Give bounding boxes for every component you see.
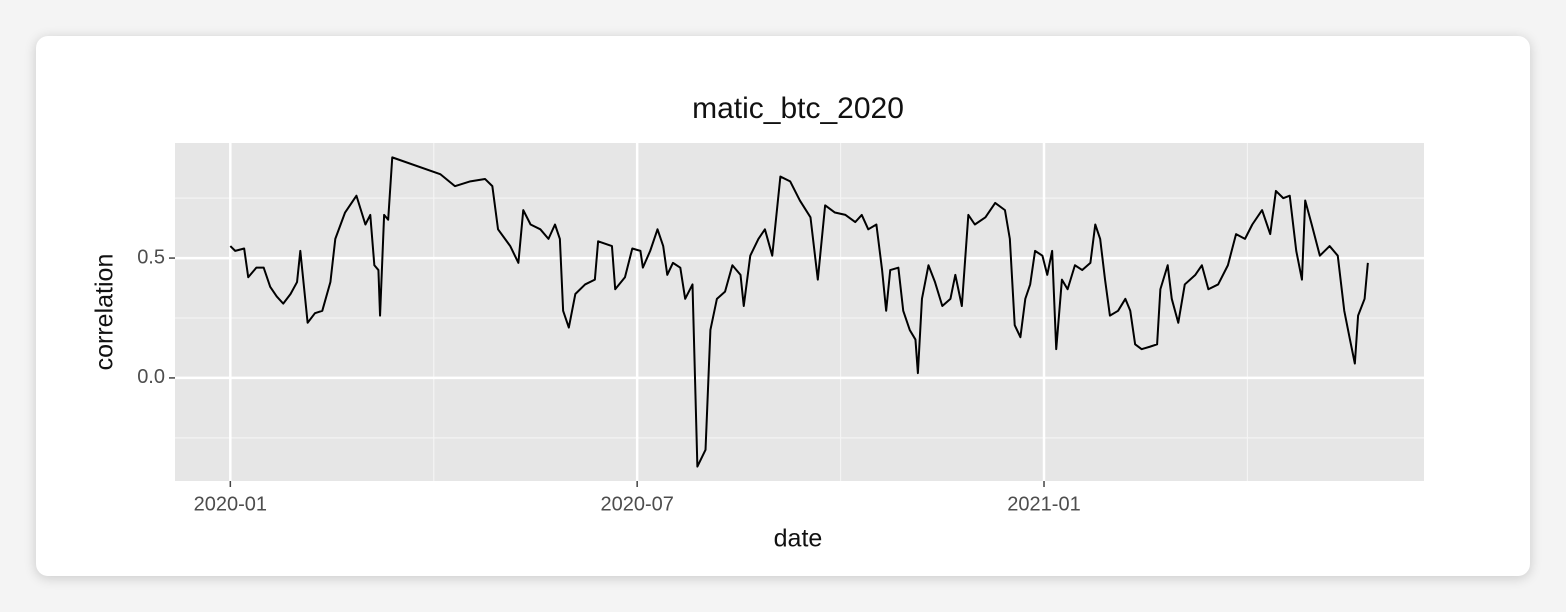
y-tick-label: 0.5 [137,246,165,268]
y-axis-label: correlation [91,254,119,371]
x-tick-label: 2020-01 [194,493,267,515]
chart-title: matic_btc_2020 [692,92,904,125]
line-series [229,156,1369,468]
y-tick-label: 0.0 [137,366,165,388]
x-tick-label: 2021-01 [1007,493,1080,515]
x-axis-label: date [774,525,823,553]
plot-panel [175,143,1424,481]
x-tick-label: 2020-07 [600,493,673,515]
